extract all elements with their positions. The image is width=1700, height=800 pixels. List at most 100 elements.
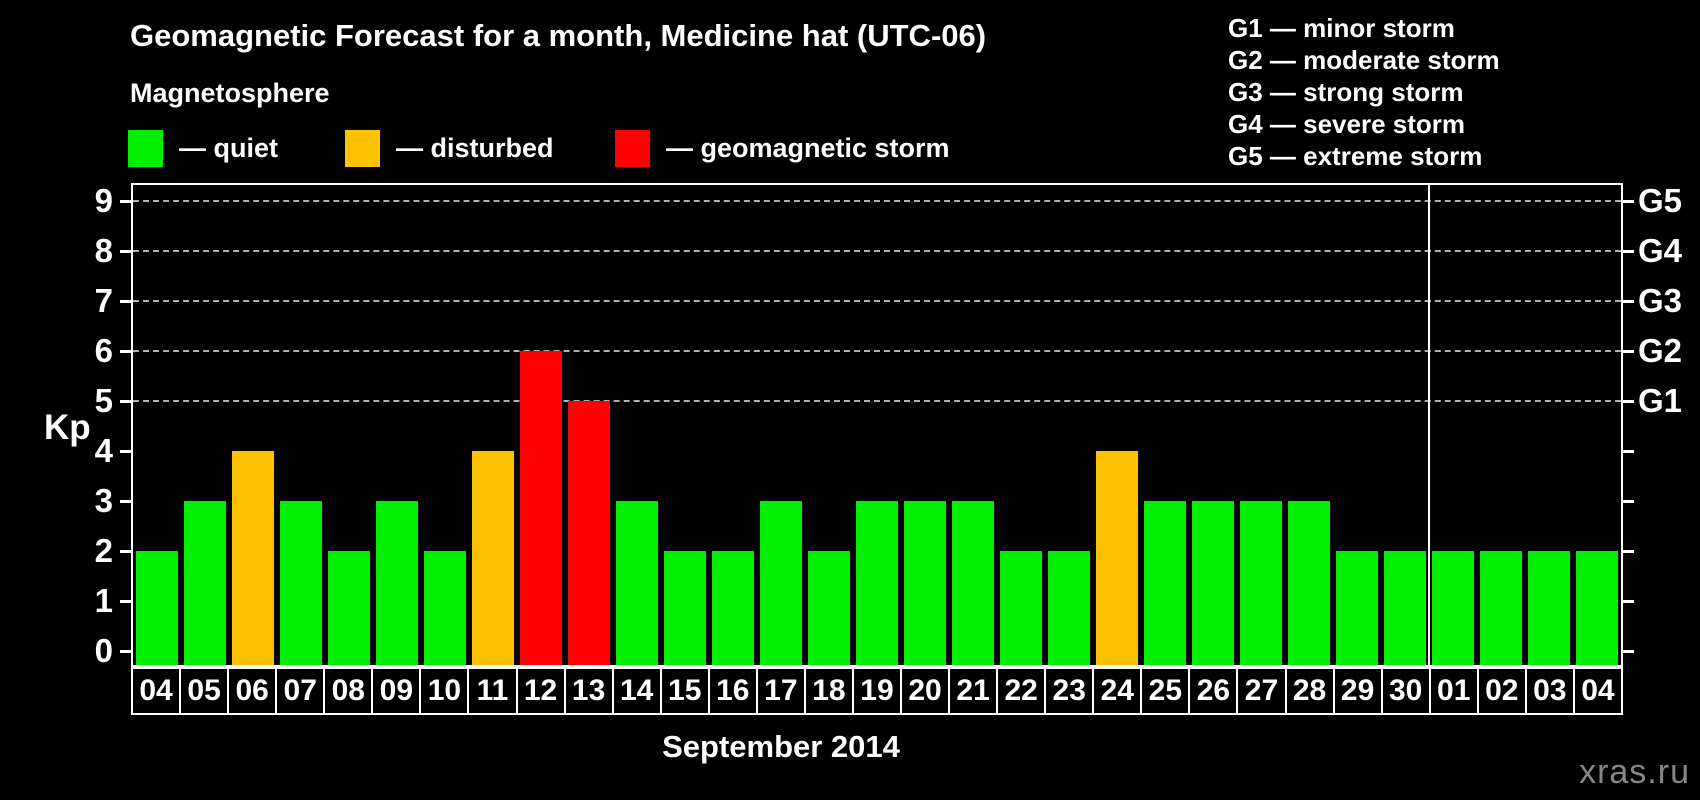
day-label-18: 18 [803,667,854,715]
bar-day-14 [616,501,658,665]
bar-day-06 [232,451,274,665]
y-axis-tick-right-7 [1623,300,1634,303]
day-label-30: 30 [1380,667,1431,715]
day-label-10: 10 [419,667,470,715]
bar-day-30 [1384,551,1426,665]
day-label-27: 27 [1236,667,1287,715]
g-scale-legend-item-1: G1 — minor storm [1228,13,1455,43]
gridline-kp7 [133,300,1621,302]
y-axis-tick-left-3 [120,500,131,503]
day-label-02: 02 [1476,667,1527,715]
day-label-04: 04 [131,667,182,715]
day-label-15: 15 [659,667,710,715]
legend-label-disturbed: — disturbed [396,132,554,163]
y-tick-label-1: 1 [94,582,113,619]
bar-day-08 [328,551,370,665]
bar-day-11 [472,451,514,665]
x-axis-title: September 2014 [662,729,900,764]
bar-day-12 [520,351,562,665]
bar-day-04 [136,551,178,665]
legend-item-storm: — geomagnetic storm [615,128,950,168]
day-label-26: 26 [1188,667,1239,715]
day-label-22: 22 [996,667,1047,715]
y-tick-label-7: 7 [94,282,113,319]
bar-day-18 [808,551,850,665]
g-tick-label-g5: G5 [1638,182,1683,219]
y-axis-tick-right-6 [1623,350,1634,353]
y-axis-tick-left-0 [120,650,131,653]
y-axis-tick-right-0 [1623,650,1634,653]
day-label-12: 12 [515,667,566,715]
legend-label-quiet: — quiet [179,132,278,163]
g-scale-legend-item-2: G2 — moderate storm [1228,45,1500,75]
legend-label-storm: — geomagnetic storm [666,132,950,163]
day-label-29: 29 [1332,667,1383,715]
y-axis-tick-right-8 [1623,250,1634,253]
bar-day-05 [184,501,226,665]
day-label-16: 16 [707,667,758,715]
y-tick-label-2: 2 [94,532,113,569]
day-label-04: 04 [1572,667,1623,715]
y-axis-tick-right-5 [1623,400,1634,403]
bar-day-26 [1192,501,1234,665]
g-tick-label-g2: G2 [1638,332,1683,369]
day-label-03: 03 [1524,667,1575,715]
legend-swatch-storm [615,129,650,167]
bar-day-24 [1096,451,1138,665]
bar-day-10 [424,551,466,665]
gridline-kp6 [133,350,1621,352]
bar-day-03 [1528,551,1570,665]
month-separator-line [1428,185,1430,665]
y-tick-label-6: 6 [94,332,113,369]
day-label-14: 14 [611,667,662,715]
y-axis-tick-right-9 [1623,200,1634,203]
day-label-11: 11 [467,667,518,715]
x-axis-day-labels: 04 05 06 07 08 09 10 11 12 13 14 15 16 17 18 19 20 21 22 23… [131,667,1623,715]
legend-title: Magnetosphere [130,78,330,108]
bar-day-22 [1000,551,1042,665]
legend-swatch-quiet [128,129,163,167]
gridline-kp5 [133,400,1621,402]
y-tick-label-9: 9 [94,182,113,219]
day-label-28: 28 [1284,667,1335,715]
day-label-09: 09 [371,667,422,715]
day-label-05: 05 [179,667,230,715]
y-axis-tick-left-4 [120,450,131,453]
y-tick-label-3: 3 [94,482,113,519]
bar-day-07 [280,501,322,665]
chart-title: Geomagnetic Forecast for a month, Medici… [130,18,987,53]
watermark: xras.ru [1579,753,1690,791]
day-label-25: 25 [1140,667,1191,715]
y-axis-tick-left-9 [120,200,131,203]
day-label-13: 13 [563,667,614,715]
bar-day-21 [952,501,994,665]
y-axis-tick-right-2 [1623,550,1634,553]
y-tick-label-4: 4 [94,432,113,469]
g-tick-label-g3: G3 [1638,282,1683,319]
bar-day-27 [1240,501,1282,665]
day-label-07: 07 [275,667,326,715]
g-tick-label-g4: G4 [1638,232,1683,269]
g-scale-legend-item-5: G5 — extreme storm [1228,141,1483,171]
y-axis-tick-left-5 [120,400,131,403]
bar-day-04 [1576,551,1618,665]
bar-day-23 [1048,551,1090,665]
bar-day-28 [1288,501,1330,665]
bar-day-17 [760,501,802,665]
y-axis-tick-left-7 [120,300,131,303]
day-label-24: 24 [1092,667,1143,715]
y-axis-tick-right-3 [1623,500,1634,503]
bar-day-09 [376,501,418,665]
legend-item-disturbed: — disturbed [345,128,554,168]
y-axis-tick-left-6 [120,350,131,353]
day-label-21: 21 [948,667,999,715]
g-scale-legend-item-3: G3 — strong storm [1228,77,1464,107]
bar-day-29 [1336,551,1378,665]
y-axis-tick-right-1 [1623,600,1634,603]
day-label-17: 17 [755,667,806,715]
bar-day-19 [856,501,898,665]
day-label-23: 23 [1044,667,1095,715]
y-axis-title: Kp [44,408,91,447]
y-axis-tick-left-1 [120,600,131,603]
